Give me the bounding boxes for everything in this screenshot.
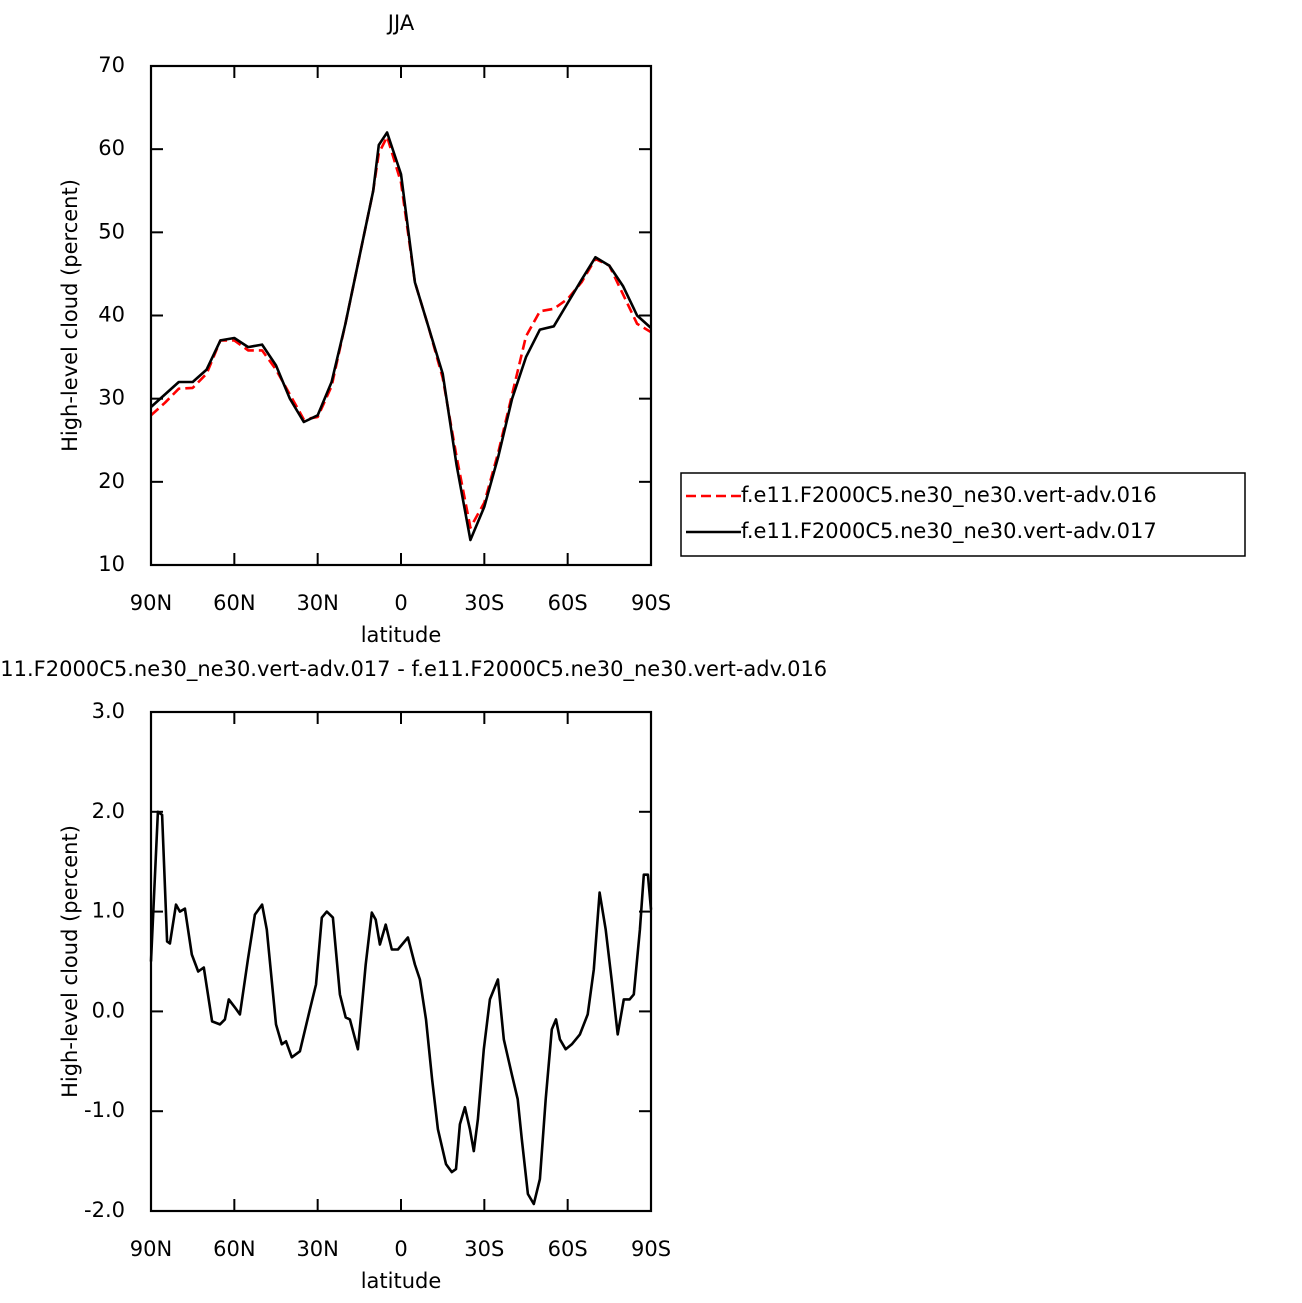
x-tick-label: 60N: [213, 1237, 255, 1261]
legend-label: f.e11.F2000C5.ne30_ne30.vert-adv.017: [741, 519, 1157, 544]
y-tick-label: 10: [98, 552, 125, 576]
plot-frame: [149, 64, 653, 567]
y-tick-label: -1.0: [84, 1098, 125, 1122]
y-tick-label: 20: [98, 469, 125, 493]
x-tick-label: 30S: [464, 591, 504, 615]
y-tick-label: -2.0: [84, 1198, 125, 1222]
x-tick-label: 90N: [130, 1237, 172, 1261]
x-tick-label: 30N: [296, 1237, 338, 1261]
y-axis-label: High-level cloud (percent): [58, 179, 82, 452]
plot-frame: [149, 710, 653, 1213]
x-tick-label: 90S: [631, 591, 671, 615]
y-tick-label: 50: [98, 219, 125, 243]
y-tick-label: 0.0: [92, 998, 125, 1022]
y-tick-label: 40: [98, 303, 125, 327]
chart-title: JJA: [386, 11, 415, 35]
y-tick-label: 2.0: [92, 799, 125, 823]
legend-label: f.e11.F2000C5.ne30_ne30.vert-adv.016: [741, 483, 1157, 508]
x-tick-label: 30S: [464, 1237, 504, 1261]
x-tick-label: 0: [394, 1237, 407, 1261]
x-tick-label: 90S: [631, 1237, 671, 1261]
legend-box: [680, 472, 1246, 557]
x-axis-label: latitude: [361, 623, 442, 647]
x-tick-label: 60N: [213, 591, 255, 615]
x-tick-label: 0: [394, 591, 407, 615]
y-tick-label: 1.0: [92, 899, 125, 923]
x-tick-label: 60S: [548, 1237, 588, 1261]
x-tick-label: 60S: [548, 591, 588, 615]
y-tick-label: 70: [98, 53, 125, 77]
y-tick-label: 60: [98, 136, 125, 160]
data-line: [150, 135, 652, 529]
y-axis-label: High-level cloud (percent): [58, 825, 82, 1098]
y-tick-label: 3.0: [92, 699, 125, 723]
data-line: [149, 810, 653, 1206]
x-tick-label: 90N: [130, 591, 172, 615]
y-tick-label: 30: [98, 386, 125, 410]
data-line: [150, 131, 652, 542]
x-tick-label: 30N: [296, 591, 338, 615]
chart-title: f.e11.F2000C5.ne30_ne30.vert-adv.017 - f…: [0, 657, 827, 682]
x-axis-label: latitude: [361, 1269, 442, 1293]
